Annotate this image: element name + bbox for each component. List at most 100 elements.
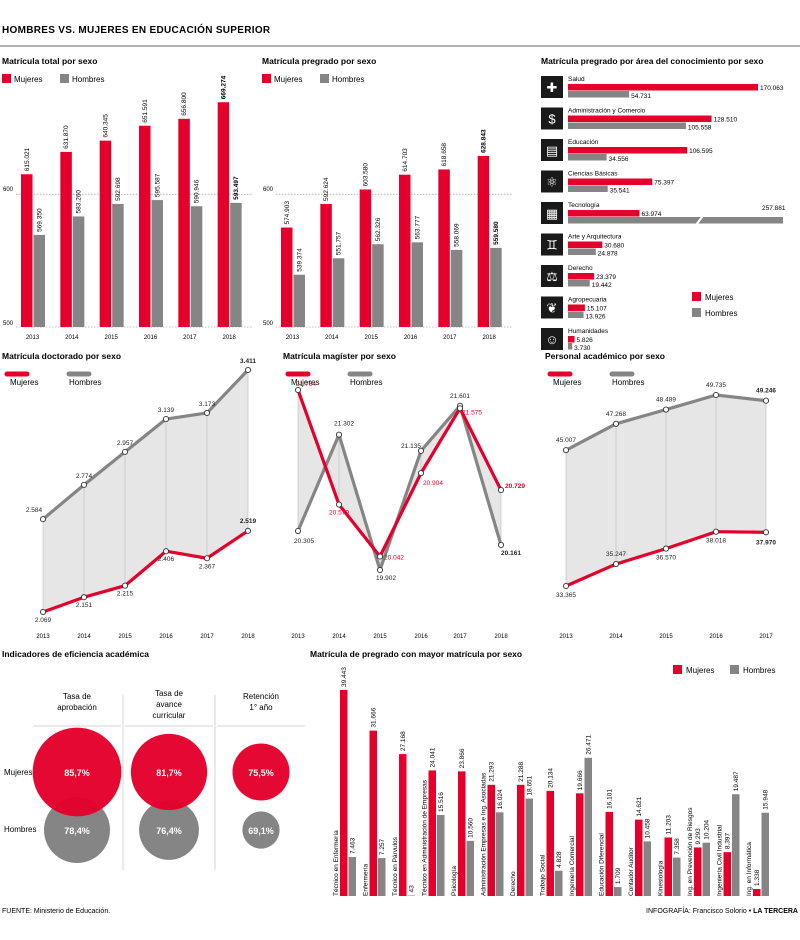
bar-hombres xyxy=(496,812,504,896)
bar-mujeres xyxy=(99,140,112,327)
column-header: aprobación xyxy=(57,703,97,712)
chart-title: Matrícula total por sexo xyxy=(2,56,97,66)
point-mujeres xyxy=(121,582,129,589)
point-hombres xyxy=(39,516,47,523)
bar-value-label: 35.541 xyxy=(610,188,630,195)
legend-label-hombres: Hombres xyxy=(743,666,775,675)
career-label: Enfermería xyxy=(363,863,370,896)
x-tick-label: 2014 xyxy=(332,634,346,640)
bar-value-label: 618.658 xyxy=(441,143,448,167)
point-mujeres xyxy=(376,553,384,560)
bar-hombres xyxy=(407,895,415,896)
point-mujeres xyxy=(203,555,211,562)
point-value-label: 36.570 xyxy=(656,555,676,562)
career-label: Ingeniería Comercial xyxy=(569,835,576,896)
point-value-label: 3.173 xyxy=(199,401,216,408)
x-tick-label: 2016 xyxy=(159,634,173,640)
x-tick-label: 2013 xyxy=(286,335,300,341)
bar-value-label: 54.731 xyxy=(631,93,651,100)
point-value-label: 21.764 xyxy=(296,381,316,388)
chart-magister: Matrícula magíster por sexo Mujeres Hombre… xyxy=(283,351,525,640)
bar-mujeres xyxy=(568,147,688,154)
bar-value-label: 26.471 xyxy=(586,734,593,754)
money-icon xyxy=(541,107,563,130)
bar-mujeres xyxy=(753,889,761,896)
bar-hombres xyxy=(151,200,163,327)
line-mujeres xyxy=(42,529,249,614)
bar-mujeres xyxy=(60,151,72,327)
bar-value-label: 24.878 xyxy=(598,251,618,258)
bar-mujeres xyxy=(369,730,377,896)
people-icon-glyph: ☺ xyxy=(545,332,558,347)
career-label: Trabajo Social xyxy=(540,854,547,896)
career-label: Administración Empresas e Ing. Asociadas xyxy=(481,772,488,896)
bar-value-label: 75.397 xyxy=(654,180,674,187)
bar-mujeres xyxy=(664,837,672,896)
x-tick-label: 2015 xyxy=(118,634,132,640)
scales-icon-glyph: ⚖ xyxy=(546,269,558,284)
y-tick-label: 600 xyxy=(263,187,274,193)
point-mujeres xyxy=(244,527,252,534)
x-tick-label: 2017 xyxy=(453,634,467,640)
bar-value-label: 39.443 xyxy=(341,667,348,687)
bar-value-label: 19.442 xyxy=(592,282,612,289)
bar-value-label: 257.881 xyxy=(762,205,786,212)
bar-value-label: 21.288 xyxy=(518,762,525,782)
bar-value-label: 10.560 xyxy=(468,818,475,838)
bar-value-label: 640.345 xyxy=(102,114,109,138)
point-mujeres xyxy=(562,582,570,590)
legend-label-mujeres: Mujeres xyxy=(686,666,714,675)
bar-value-label: 628.843 xyxy=(480,129,487,153)
chart-title: Matrícula pregrado por sexo xyxy=(262,56,376,66)
bar-mujeres xyxy=(605,811,613,896)
point-value-label: 49.735 xyxy=(706,382,726,389)
legend-label-hombres: Hombres xyxy=(350,378,382,387)
point-hombres xyxy=(497,541,505,549)
x-tick-label: 2013 xyxy=(36,634,50,640)
bar-mujeres xyxy=(399,754,407,896)
career-label: Técnico en Administración de Empresas xyxy=(422,779,429,896)
bar-value-label: 31.666 xyxy=(371,707,378,727)
bar-mujeres xyxy=(568,115,712,122)
cross-icon-glyph: ✚ xyxy=(547,80,558,95)
bar-mujeres xyxy=(568,304,585,311)
bar-value-label: 27.168 xyxy=(400,731,407,751)
bar-value-label: 569.350 xyxy=(36,208,43,232)
chart-title: Matrícula de pregrado con mayor matrícul… xyxy=(310,649,522,659)
chip-icon xyxy=(541,202,563,224)
point-mujeres xyxy=(497,487,505,494)
bar-mujeres xyxy=(723,852,731,896)
bar-hombres xyxy=(568,154,607,161)
x-tick-label: 2014 xyxy=(77,634,91,640)
bar-value-label: 106.595 xyxy=(689,148,713,155)
bar-value-label: 4.828 xyxy=(556,851,563,868)
legend-swatch-hombres xyxy=(60,74,69,83)
x-tick-label: 2018 xyxy=(494,634,508,640)
point-value-label: 2.519 xyxy=(240,518,257,525)
point-value-label: 2.151 xyxy=(76,602,93,609)
point-hombres xyxy=(417,447,425,454)
bar-value-label: 595.587 xyxy=(154,173,161,197)
bar-mujeres xyxy=(487,784,495,896)
bar-hombres xyxy=(568,185,608,192)
column-header: Retención xyxy=(243,692,279,701)
career-label: Ing. en Prevención de Riesgos xyxy=(687,807,694,896)
range-band xyxy=(298,390,501,570)
point-hombres xyxy=(203,409,211,416)
chart-eficiencia: Indicadores de eficiencia académica Tasa … xyxy=(2,649,305,870)
legend-swatch-mujeres xyxy=(2,74,11,83)
bar-mujeres xyxy=(340,690,348,896)
point-value-label: 3.411 xyxy=(240,358,256,365)
x-tick-label: 2018 xyxy=(241,634,255,640)
bar-mujeres xyxy=(21,174,33,327)
chart-matricula_total: Matrícula total por sexo Mujeres Hombres 60… xyxy=(2,56,252,341)
area-label: Administración y Comercio xyxy=(568,108,646,115)
x-tick-label: 2016 xyxy=(144,335,158,341)
bar-value-label: 7.358 xyxy=(674,838,681,855)
career-label: Psicología xyxy=(451,866,458,896)
bar-value-label: 583.260 xyxy=(76,190,83,214)
career-label: Educación Diferencial xyxy=(599,833,606,896)
chart-title: Indicadores de eficiencia académica xyxy=(2,649,149,659)
career-label: Técnico en Párvulos xyxy=(392,836,399,896)
legend-swatch-hombres xyxy=(320,74,329,83)
